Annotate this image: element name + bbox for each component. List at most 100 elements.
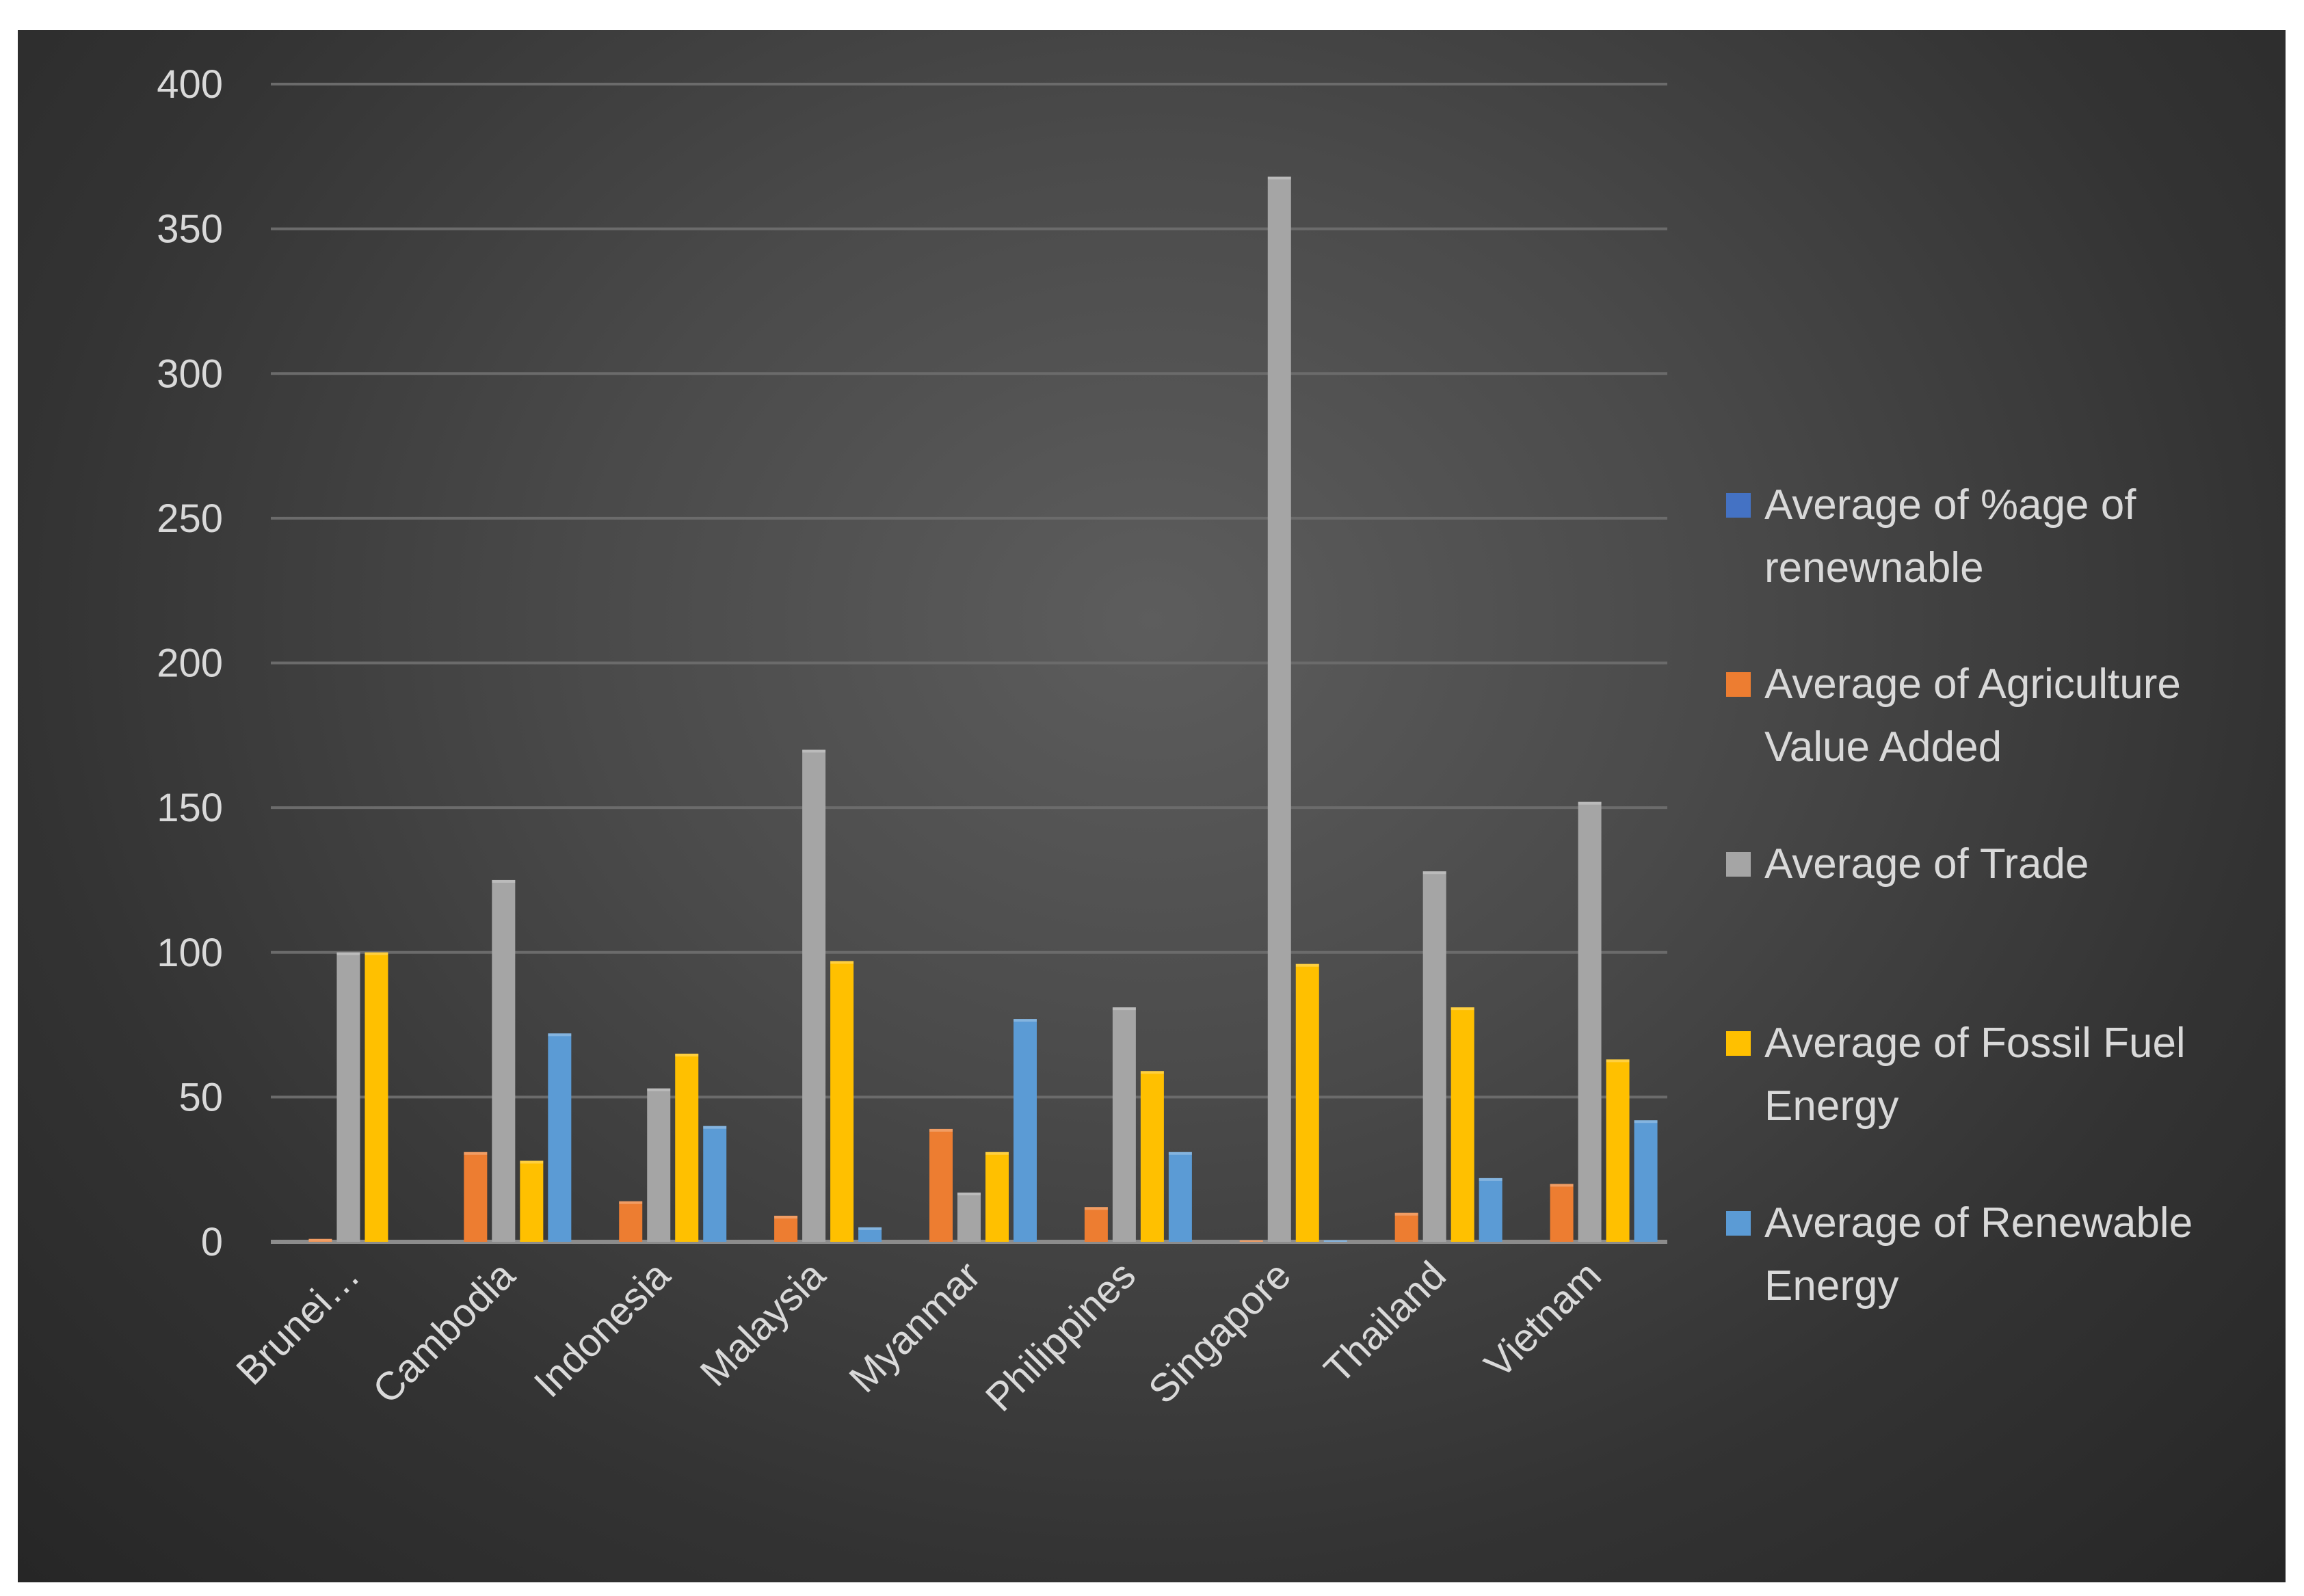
legend-label: Average of Trade — [1764, 840, 2089, 888]
bar-highlight — [1323, 1240, 1347, 1242]
bar — [774, 1215, 798, 1242]
bar-highlight — [336, 952, 360, 955]
bar-highlight — [957, 1193, 981, 1196]
y-tick-label: 400 — [157, 62, 223, 107]
bar-highlight — [492, 879, 516, 883]
bar — [1422, 871, 1446, 1242]
x-tick-label: Philippines — [977, 1253, 1144, 1420]
bar — [464, 1152, 488, 1242]
bar-highlight — [1451, 1007, 1474, 1011]
legend-swatch — [1726, 852, 1751, 877]
bar-chart: 0 50 100 150 200 250 300 350 400 Brunei…Cambodia… — [157, 62, 2193, 1420]
bar-highlight — [1168, 1152, 1192, 1155]
bar — [957, 1193, 981, 1242]
bar — [1295, 963, 1319, 1242]
bar-highlight — [858, 1227, 882, 1230]
bar — [802, 749, 826, 1242]
bar — [619, 1201, 643, 1242]
bar — [520, 1160, 544, 1242]
x-axis: Brunei…Cambodia Indonesia Malaysia MyanmarP… — [228, 1253, 1610, 1420]
bar-highlight — [703, 1126, 727, 1129]
bar-highlight — [830, 961, 854, 964]
x-tick-label: Malaysia — [692, 1253, 834, 1395]
x-tick-label: Myanmar — [840, 1253, 989, 1401]
bar — [1606, 1059, 1630, 1242]
bar-highlight — [1239, 1240, 1263, 1242]
bar-highlight — [548, 1033, 572, 1037]
bar-highlight — [802, 749, 826, 753]
bar-highlight — [675, 1053, 699, 1056]
bar — [985, 1152, 1009, 1242]
x-tick-label: Thailand — [1316, 1253, 1455, 1392]
bar — [336, 952, 360, 1242]
legend-label: Average of Agriculture — [1764, 661, 2181, 708]
legend-label: Average of Renewable — [1764, 1199, 2193, 1247]
bar — [365, 952, 388, 1242]
x-tick-label: Brunei… — [228, 1253, 369, 1394]
bar — [1239, 1240, 1263, 1242]
legend-label: Energy — [1764, 1262, 1898, 1309]
bar-highlight — [1394, 1212, 1418, 1216]
bar-highlight — [929, 1128, 953, 1132]
y-tick-label: 150 — [157, 786, 223, 830]
bar-highlight — [464, 1152, 488, 1155]
bar — [1394, 1212, 1418, 1242]
bar — [1323, 1240, 1347, 1242]
bar — [675, 1053, 699, 1242]
bar-highlight — [1267, 176, 1291, 180]
bar-highlight — [1014, 1019, 1037, 1022]
bar — [1168, 1152, 1192, 1242]
y-tick-label: 250 — [157, 496, 223, 541]
bar-highlight — [1140, 1071, 1164, 1074]
x-tick-label: Cambodia — [365, 1253, 524, 1412]
bar — [1140, 1071, 1164, 1242]
bar — [1479, 1178, 1502, 1242]
bars — [308, 176, 1658, 1242]
bar-highlight — [1112, 1007, 1136, 1011]
chart-area: 0 50 100 150 200 250 300 350 400 Brunei… Cambodia… — [18, 30, 2286, 1582]
bar-highlight — [1084, 1207, 1108, 1210]
y-tick-label: 100 — [157, 931, 223, 975]
bar-highlight — [1634, 1120, 1658, 1123]
bar-highlight — [1479, 1178, 1502, 1181]
x-tick-label: Vietnam — [1476, 1253, 1610, 1387]
y-tick-label: 350 — [157, 207, 223, 252]
bar-highlight — [1422, 871, 1446, 875]
legend-label: Average of %age of — [1764, 481, 2136, 529]
bar-highlight — [985, 1152, 1009, 1155]
bar — [1014, 1019, 1037, 1242]
bar-highlight — [1606, 1059, 1630, 1063]
bar — [492, 879, 516, 1242]
bar-highlight — [1578, 801, 1602, 805]
legend-label: Average of Fossil Fuel — [1764, 1020, 2186, 1067]
bar — [703, 1126, 727, 1242]
bar — [830, 961, 854, 1242]
y-tick-label: 300 — [157, 351, 223, 396]
bar — [548, 1033, 572, 1242]
legend-swatch — [1726, 1031, 1751, 1056]
legend: Average of %age of renewnable Average of A… — [1726, 481, 2193, 1309]
bar — [1578, 801, 1602, 1242]
bar — [929, 1128, 953, 1242]
legend-swatch — [1726, 493, 1751, 518]
y-tick-label: 0 — [201, 1220, 223, 1264]
y-axis: 0 50 100 150 200 250 300 350 400 — [157, 62, 223, 1264]
bar — [1267, 176, 1291, 1242]
bar-highlight — [1295, 963, 1319, 967]
x-tick-label: Indonesia — [526, 1253, 679, 1406]
bar — [1112, 1007, 1136, 1242]
bar-highlight — [1550, 1184, 1574, 1187]
y-tick-label: 200 — [157, 641, 223, 686]
bar-highlight — [308, 1238, 332, 1242]
bar — [1634, 1120, 1658, 1242]
legend-swatch — [1726, 672, 1751, 697]
legend-swatch — [1726, 1211, 1751, 1236]
bar-highlight — [520, 1160, 544, 1164]
x-tick-label: Singapore — [1140, 1253, 1299, 1412]
bar — [647, 1088, 671, 1242]
bar — [1451, 1007, 1474, 1242]
bar-highlight — [774, 1215, 798, 1219]
bar — [308, 1238, 332, 1242]
bar-highlight — [365, 952, 388, 955]
bar — [1084, 1207, 1108, 1242]
